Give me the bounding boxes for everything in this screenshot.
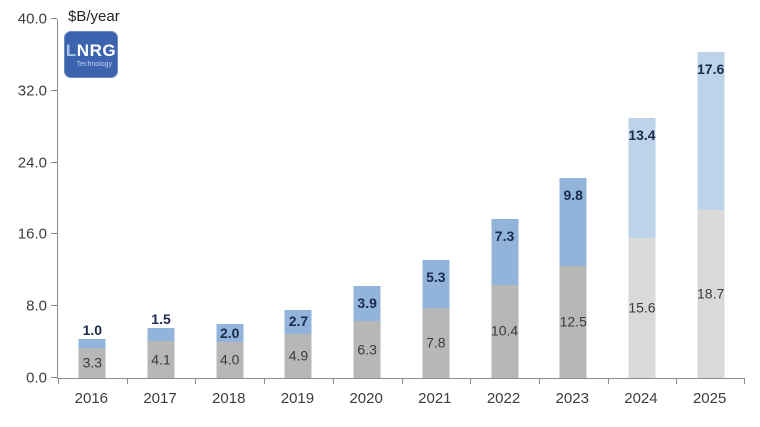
value-label-base: 15.6	[628, 299, 656, 316]
x-axis-label-2018: 2018	[212, 390, 246, 407]
value-label-growth: 2.7	[288, 313, 309, 330]
x-axis-tick	[58, 378, 59, 384]
x-axis-tick	[401, 378, 403, 384]
value-label-growth: 1.5	[151, 310, 171, 327]
value-label-base: 4.9	[288, 347, 309, 364]
x-axis-label-2022: 2022	[486, 390, 521, 407]
value-label-base: 12.5	[559, 313, 587, 330]
segment-base: 4.1	[147, 341, 175, 378]
segment-growth: 13.4	[628, 117, 656, 238]
y-axis-tick-label: 16.0	[17, 225, 47, 243]
bar-group-2017: 4.1 1.5	[127, 19, 196, 378]
bar-group-2024: 15.6 13.4	[608, 19, 677, 378]
value-label-base: 7.8	[426, 334, 446, 351]
segment-base: 18.7	[697, 210, 724, 378]
bar-group-2021: 7.8 5.3	[402, 19, 471, 378]
value-label-growth: 2.0	[220, 324, 240, 341]
value-label-growth: 17.6	[697, 61, 725, 78]
y-axis-tick-label: 24.0	[17, 154, 47, 172]
y-axis-tick	[51, 161, 57, 163]
value-label-growth: 5.3	[426, 269, 446, 286]
x-axis-label-2016: 2016	[74, 390, 109, 407]
x-axis-tick	[538, 378, 540, 384]
logo-letters-nrg: NRG	[76, 40, 117, 60]
segment-base: 7.8	[422, 308, 450, 378]
x-axis-tick	[607, 378, 609, 384]
x-axis-label-2023: 2023	[555, 390, 589, 407]
value-label-base: 3.3	[82, 354, 103, 371]
logo-letter-l: L	[65, 40, 77, 60]
logo-subtitle: Technology	[76, 60, 112, 68]
x-axis-tick	[744, 378, 745, 384]
segment-growth: 5.3	[422, 260, 450, 308]
plot-area: 3.3 1.0 4.1 1.5 4.0 2.0 4.9 2.7 6.3 3.9 7.8 5.3 10.4…	[51, 18, 745, 384]
segment-base: 4.9	[284, 334, 312, 378]
x-axis-label-2017: 2017	[143, 390, 177, 407]
bar-group-2018: 4.0 2.0	[195, 19, 264, 378]
segment-growth: 2.7	[284, 309, 312, 335]
segment-growth: 7.3	[491, 219, 519, 285]
y-axis-tick-label: 40.0	[17, 10, 47, 28]
segment-base: 15.6	[628, 238, 656, 378]
segment-base: 4.0	[216, 342, 244, 378]
value-label-growth: 7.3	[494, 228, 515, 245]
x-axis-label-2024: 2024	[624, 390, 658, 407]
bar-group-2016: 3.3 1.0	[58, 19, 127, 378]
x-axis-tick	[470, 378, 472, 384]
bar-group-2023: 12.5 9.8	[539, 19, 608, 378]
y-axis-tick	[51, 233, 57, 235]
y-axis-tick	[51, 89, 57, 91]
x-axis-label-2021: 2021	[418, 390, 452, 407]
y-axis-tick	[51, 377, 57, 378]
value-label-base: 10.4	[490, 322, 519, 339]
y-axis-tick	[51, 305, 57, 307]
x-axis-label-2020: 2020	[349, 390, 383, 407]
y-axis-tick-label: 0.0	[26, 369, 47, 387]
x-axis-tick	[264, 378, 266, 384]
segment-growth: 17.6	[697, 52, 724, 211]
y-axis-title: $B/year	[68, 8, 120, 25]
y-axis-tick-label: 32.0	[17, 82, 47, 100]
segment-growth: 9.8	[559, 177, 587, 266]
bar-group-2022: 10.4 7.3	[470, 19, 539, 378]
value-label-growth: 3.9	[357, 295, 377, 312]
y-axis-tick-label: 8.0	[26, 297, 47, 315]
segment-base: 12.5	[560, 265, 587, 378]
segment-growth: 2.0	[216, 324, 244, 343]
value-label-base: 18.7	[697, 285, 725, 302]
segment-growth	[147, 327, 175, 342]
segment-base: 3.3	[78, 348, 106, 378]
value-label-growth: 13.4	[628, 126, 656, 143]
x-axis-tick	[195, 378, 197, 384]
logo-text: LNRG	[66, 42, 116, 59]
value-label-base: 4.1	[151, 351, 171, 368]
value-label-growth: 1.0	[82, 322, 103, 339]
value-label-base: 4.0	[220, 351, 240, 368]
value-label-base: 6.3	[357, 341, 377, 358]
x-axis-tick	[676, 378, 678, 384]
x-axis-tick	[126, 378, 128, 384]
value-label-growth: 9.8	[563, 186, 583, 203]
x-axis-tick	[332, 378, 334, 384]
segment-growth: 3.9	[353, 286, 381, 322]
segment-base: 10.4	[491, 284, 518, 378]
x-axis-label-2025: 2025	[692, 390, 727, 407]
bar-group-2020: 6.3 3.9	[333, 19, 402, 378]
x-axis-label-2019: 2019	[280, 390, 315, 407]
lnrg-logo: LNRG Technology	[64, 31, 118, 78]
segment-growth	[78, 339, 106, 349]
segment-base: 6.3	[353, 321, 381, 378]
bar-group-2025: 18.7 17.6	[676, 19, 745, 378]
y-axis-tick	[51, 18, 57, 19]
bar-group-2019: 4.9 2.7	[264, 19, 333, 378]
